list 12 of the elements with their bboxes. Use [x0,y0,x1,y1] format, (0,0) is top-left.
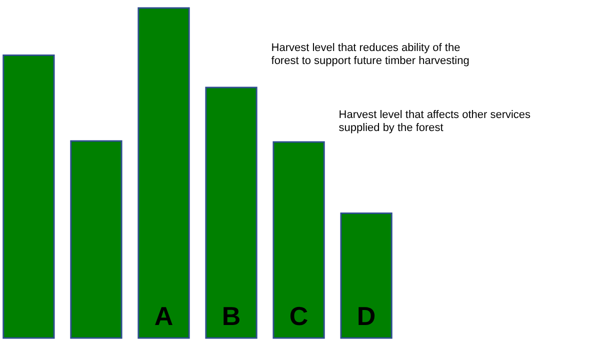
annotation: Harvest level that reduces ability of the forest to support future timber harvesting [271,42,470,67]
bar [205,86,258,339]
x-tick-label: C [289,301,308,331]
bar [138,7,190,339]
bar [2,54,55,339]
bar [272,141,325,339]
bar [340,212,392,339]
x-tick-label: B [222,301,241,331]
x-tick-label: A [154,301,174,331]
annotation: Harvest level that affects other services supplied by the forest [338,108,532,134]
bar [70,140,122,339]
x-tick-label: D [356,301,376,331]
